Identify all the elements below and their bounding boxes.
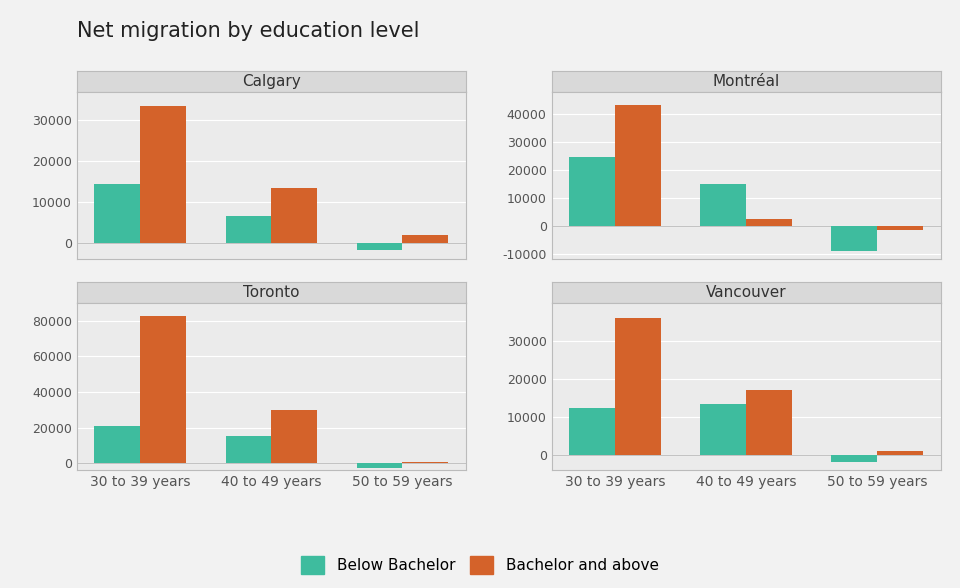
Bar [356, 463, 402, 467]
Bar [272, 188, 317, 243]
Bar [746, 219, 792, 226]
Text: Calgary: Calgary [242, 74, 300, 89]
Bar [226, 436, 272, 463]
Bar [746, 390, 792, 455]
Bar [569, 157, 615, 226]
Bar [140, 106, 186, 243]
Bar [831, 455, 877, 462]
Bar [272, 410, 317, 463]
Bar [831, 226, 877, 250]
Bar [94, 426, 140, 463]
Bar [402, 235, 448, 243]
Bar [701, 404, 746, 455]
Bar [877, 452, 924, 455]
Bar [402, 462, 448, 463]
Bar [877, 226, 924, 230]
Bar [140, 316, 186, 463]
Text: Toronto: Toronto [243, 285, 300, 300]
Bar [226, 216, 272, 243]
Text: Vancouver: Vancouver [706, 285, 786, 300]
Text: Net migration by education level: Net migration by education level [77, 21, 420, 41]
Bar [615, 318, 661, 455]
Text: Montréal: Montréal [712, 74, 780, 89]
Bar [701, 183, 746, 226]
Bar [569, 407, 615, 455]
Legend: Below Bachelor, Bachelor and above: Below Bachelor, Bachelor and above [301, 556, 659, 574]
Bar [615, 105, 661, 226]
Bar [94, 183, 140, 243]
Bar [356, 243, 402, 250]
